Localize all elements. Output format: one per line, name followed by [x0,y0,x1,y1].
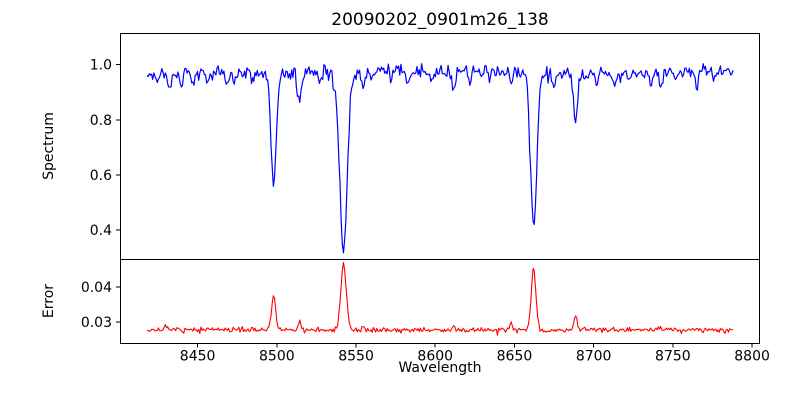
x-tick-label: 8800 [734,349,770,365]
y-axis-label-error: Error [41,283,57,319]
spectrum-line [146,63,734,254]
plot-title: 20090202_0901m26_138 [331,10,549,30]
x-tick-label: 8450 [180,349,216,365]
y-tick-label: 1.0 [90,58,112,74]
y-tick-label: 0.03 [81,315,112,331]
y-tick-label: 0.04 [81,280,112,296]
y-axis-label-spectrum: Spectrum [41,112,57,180]
x-tick-label: 8750 [655,349,691,365]
y-tick-label: 0.8 [90,113,112,129]
x-axis-label: Wavelength [398,360,482,376]
x-tick-label: 8550 [338,349,374,365]
y-tick-label: 0.6 [90,168,112,184]
error-panel-spines [120,259,760,344]
y-tick-label: 0.4 [90,223,112,239]
x-tick-label: 8600 [417,349,453,365]
x-tick-label: 8700 [576,349,612,365]
error-line [146,261,734,336]
x-tick-label: 8650 [497,349,533,365]
x-tick-label: 8500 [259,349,295,365]
